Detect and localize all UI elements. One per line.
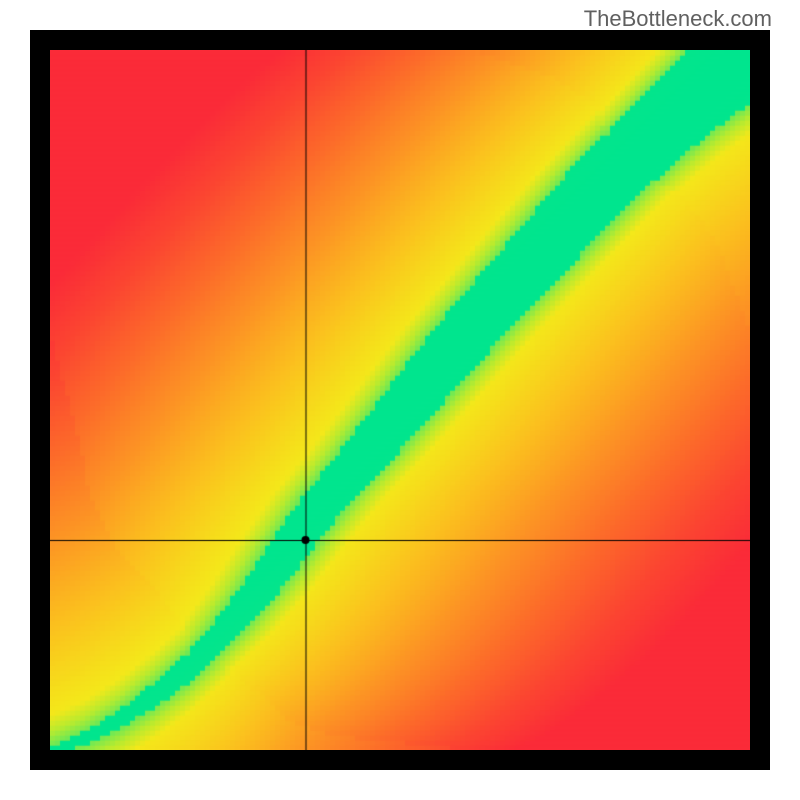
watermark-text: TheBottleneck.com <box>584 6 772 32</box>
chart-container: TheBottleneck.com <box>0 0 800 800</box>
heatmap-canvas <box>50 50 750 750</box>
plot-area <box>50 50 750 750</box>
plot-frame <box>30 30 770 770</box>
